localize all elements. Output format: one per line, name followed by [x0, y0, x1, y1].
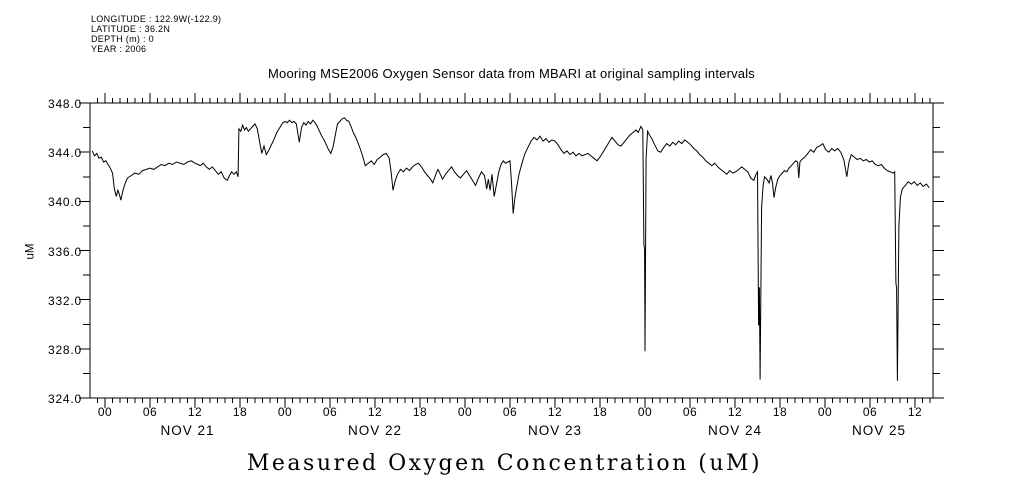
x-axis-tick-label: 12	[367, 405, 383, 419]
x-axis-tick-label: 12	[187, 405, 203, 419]
y-axis-tick-label: 344.0	[47, 146, 82, 161]
x-axis-tick-label: 00	[457, 405, 473, 419]
chart-title: Mooring MSE2006 Oxygen Sensor data from …	[267, 66, 756, 81]
metadata-latitude: LATITUDE : 36.2N	[91, 24, 171, 34]
y-axis-title: uM	[24, 243, 37, 260]
metadata-longitude: LONGITUDE : 122.9W(-122.9)	[91, 14, 222, 24]
x-axis-tick-label: 00	[817, 405, 833, 419]
metadata-year: YEAR : 2006	[91, 44, 147, 54]
x-axis-tick-label: 00	[637, 405, 653, 419]
y-axis-tick-label: 336.0	[47, 244, 82, 259]
oxygen-data-line	[91, 117, 930, 381]
x-axis-tick-label: 06	[682, 405, 698, 419]
y-axis-tick-label: 328.0	[47, 342, 82, 357]
y-axis-tick-label: 340.0	[47, 195, 82, 210]
x-axis-tick-label: 18	[592, 405, 608, 419]
x-axis-tick-label: 00	[97, 405, 113, 419]
x-axis-tick-label: 18	[412, 405, 428, 419]
x-axis-day-label: NOV 24	[707, 423, 763, 438]
plot-frame	[89, 102, 934, 399]
x-axis-tick-label: 06	[142, 405, 158, 419]
x-axis-day-label: NOV 21	[160, 423, 215, 438]
x-axis-tick-label: 06	[862, 405, 878, 419]
x-axis-tick-label: 06	[502, 405, 518, 419]
station-metadata: LONGITUDE : 122.9W(-122.9) LATITUDE : 36…	[91, 14, 221, 54]
x-axis-day-label: NOV 23	[527, 423, 583, 438]
y-axis-tick-label: 332.0	[47, 293, 82, 308]
x-axis-day-label: NOV 22	[347, 423, 403, 438]
x-axis-tick-label: 12	[907, 405, 923, 419]
x-axis-tick-label: 00	[277, 405, 293, 419]
y-axis-tick-label: 348.0	[47, 97, 82, 111]
x-axis-tick-label: 18	[772, 405, 788, 419]
x-axis-tick-label: 06	[322, 405, 338, 419]
x-axis-tick-label: 18	[232, 405, 248, 419]
x-axis-tick-label: 12	[547, 405, 563, 419]
y-axis-tick-label: 324.0	[47, 392, 82, 406]
x-axis-tick-label: 12	[727, 405, 743, 419]
x-axis-day-label: NOV 25	[851, 423, 907, 438]
x-axis-title: Measured Oxygen Concentration (uM)	[246, 451, 763, 476]
metadata-depth: DEPTH (m) : 0	[91, 34, 154, 44]
